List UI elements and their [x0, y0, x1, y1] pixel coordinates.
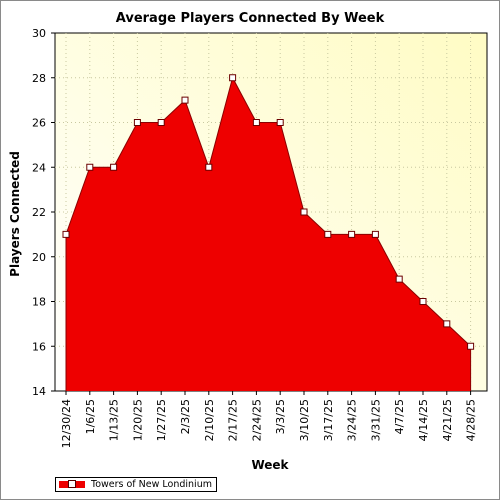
y-tick-label: 22 [32, 206, 46, 219]
series-area [66, 77, 471, 391]
x-tick-label: 12/30/24 [60, 399, 73, 448]
x-tick-label: 2/17/25 [227, 399, 240, 441]
y-tick-label: 14 [32, 385, 46, 398]
data-point [467, 342, 475, 350]
data-point [86, 163, 94, 171]
data-point [157, 119, 165, 126]
x-tick-label: 4/7/25 [393, 399, 406, 434]
x-tick-label: 3/24/25 [346, 399, 359, 441]
data-point [419, 298, 427, 305]
data-point [371, 230, 379, 238]
data-point [324, 230, 332, 238]
x-tick-label: 3/31/25 [369, 399, 382, 441]
data-point [133, 119, 141, 126]
data-point [395, 275, 403, 283]
x-tick-label: 4/21/25 [441, 399, 454, 441]
x-tick-label: 1/20/25 [131, 399, 144, 441]
y-tick-label: 30 [32, 27, 46, 40]
y-axis-title: Players Connected [8, 151, 22, 277]
x-tick-label: 1/27/25 [155, 399, 168, 441]
x-axis-title: Week [251, 458, 289, 472]
data-point [229, 74, 237, 82]
y-tick-label: 28 [32, 72, 46, 85]
y-tick-label: 26 [32, 117, 46, 130]
data-point [276, 119, 284, 126]
legend-swatch [59, 480, 85, 488]
x-tick-label: 4/28/25 [465, 399, 478, 441]
x-tick-label: 1/6/25 [84, 399, 97, 434]
data-point [62, 230, 70, 238]
data-point [443, 320, 451, 328]
y-tick-label: 16 [32, 340, 46, 353]
x-tick-label: 3/10/25 [298, 399, 311, 441]
series-layer [65, 76, 472, 391]
chart-title: Average Players Connected By Week [116, 11, 385, 26]
y-tick-label: 18 [32, 296, 46, 309]
x-tick-label: 2/3/25 [179, 399, 192, 434]
legend-marker [68, 480, 76, 488]
data-point [205, 163, 213, 171]
x-tick-label: 3/3/25 [274, 399, 287, 434]
legend-label: Towers of New Londinium [91, 479, 212, 490]
x-axis-ticks: 12/30/24 1/6/25 1/13/25 1/20/25 1/27/25 2/3/2… [60, 391, 478, 448]
x-tick-label: 4/14/25 [417, 399, 430, 441]
y-axis-ticks: 14 16 18 20 22 24 26 28 30 [32, 27, 55, 398]
data-point [300, 208, 308, 216]
data-point [348, 230, 356, 238]
x-tick-label: 2/24/25 [250, 399, 263, 441]
y-tick-label: 20 [32, 251, 46, 264]
data-point [252, 119, 260, 126]
marker-layer [62, 74, 475, 350]
data-point [110, 163, 118, 171]
x-tick-label: 3/17/25 [322, 399, 335, 441]
x-tick-label: 1/13/25 [108, 399, 121, 441]
data-point [181, 96, 189, 104]
legend: Towers of New Londinium [55, 477, 217, 492]
y-tick-label: 24 [32, 161, 46, 174]
series-line [65, 76, 471, 347]
x-tick-label: 2/10/25 [203, 399, 216, 441]
